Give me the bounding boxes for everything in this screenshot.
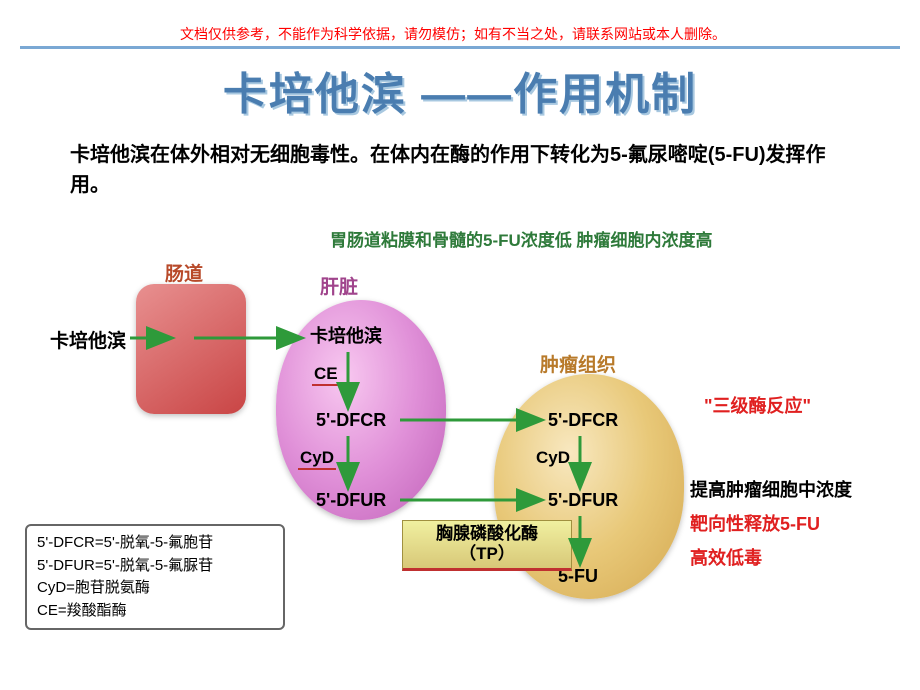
tp-enzyme-box: 胸腺磷酸化酶 （TP） [402,520,572,571]
tp-line1: 胸腺磷酸化酶 [436,524,538,543]
enzyme-cyd-tumor: CyD [536,448,570,468]
tumor-node-top: 5'-DFCR [548,410,618,431]
drug-start: 卡培他滨 [50,326,126,353]
enzyme-cyd-liver: CyD [298,448,336,470]
intestine-shape [136,284,246,414]
tp-line2: （TP） [459,544,515,563]
enzyme-ce: CE [312,364,340,386]
legend-l2: 5'-DFUR=5'-脱氧-5-氟脲苷 [37,555,273,578]
liver-node-bot: 5'-DFUR [316,490,386,511]
legend-l3: CyD=胞苷脱氨酶 [37,577,273,600]
title-rule [20,46,900,49]
liver-node-top: 卡培他滨 [310,322,382,348]
liver-label: 肝脏 [320,272,358,299]
legend-l4: CE=羧酸酯酶 [37,600,273,623]
disclaimer-text: 文档仅供参考，不能作为科学依据，请勿模仿；如有不当之处，请联系网站或本人删除。 [180,24,880,44]
legend-l1: 5'-DFCR=5'-脱氧-5-氟胞苷 [37,532,273,555]
sub-note: 胃肠道粘膜和骨髓的5-FU浓度低 肿瘤细胞内浓度高 [330,226,713,251]
right-note-2: 提高肿瘤细胞中浓度 [690,476,852,502]
right-note-1: "三级酶反应" [704,392,811,418]
right-note-4: 高效低毒 [690,544,762,570]
intestine-label: 肠道 [165,259,203,286]
tumor-label: 肿瘤组织 [540,350,616,377]
main-title: 卡培他滨 ——作用机制 [0,58,920,122]
description-text: 卡培他滨在体外相对无细胞毒性。在体内在酶的作用下转化为5-氟尿嘧啶(5-FU)发… [70,140,850,200]
legend-box: 5'-DFCR=5'-脱氧-5-氟胞苷 5'-DFUR=5'-脱氧-5-氟脲苷 … [25,524,285,630]
tumor-node-mid: 5'-DFUR [548,490,618,511]
right-note-3: 靶向性释放5-FU [690,510,820,536]
liver-node-mid: 5'-DFCR [316,410,386,431]
